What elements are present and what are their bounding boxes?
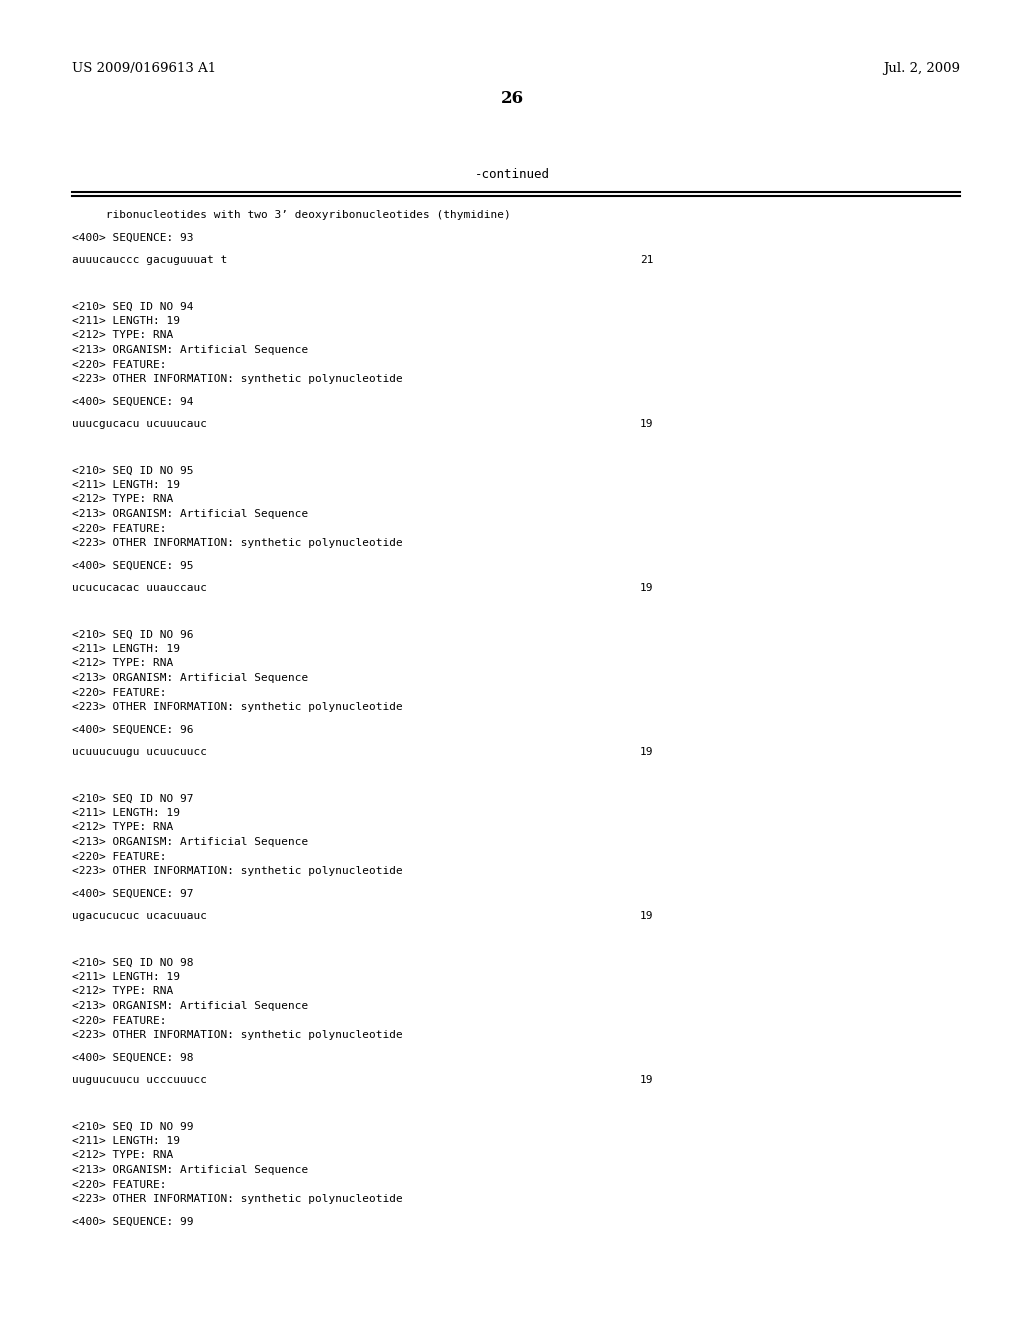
Text: 19: 19: [640, 583, 653, 593]
Text: <400> SEQUENCE: 94: <400> SEQUENCE: 94: [72, 396, 194, 407]
Text: 19: 19: [640, 418, 653, 429]
Text: <210> SEQ ID NO 97: <210> SEQ ID NO 97: [72, 793, 194, 804]
Text: <213> ORGANISM: Artificial Sequence: <213> ORGANISM: Artificial Sequence: [72, 837, 308, 847]
Text: <212> TYPE: RNA: <212> TYPE: RNA: [72, 1151, 173, 1160]
Text: <210> SEQ ID NO 96: <210> SEQ ID NO 96: [72, 630, 194, 639]
Text: uuguucuucu ucccuuucc: uuguucuucu ucccuuucc: [72, 1074, 207, 1085]
Text: 19: 19: [640, 747, 653, 756]
Text: <220> FEATURE:: <220> FEATURE:: [72, 1015, 167, 1026]
Text: <211> LENGTH: 19: <211> LENGTH: 19: [72, 480, 180, 490]
Text: <223> OTHER INFORMATION: synthetic polynucleotide: <223> OTHER INFORMATION: synthetic polyn…: [72, 702, 402, 711]
Text: <220> FEATURE:: <220> FEATURE:: [72, 851, 167, 862]
Text: <210> SEQ ID NO 99: <210> SEQ ID NO 99: [72, 1122, 194, 1131]
Text: <211> LENGTH: 19: <211> LENGTH: 19: [72, 644, 180, 653]
Text: <223> OTHER INFORMATION: synthetic polynucleotide: <223> OTHER INFORMATION: synthetic polyn…: [72, 1195, 402, 1204]
Text: <212> TYPE: RNA: <212> TYPE: RNA: [72, 330, 173, 341]
Text: <223> OTHER INFORMATION: synthetic polynucleotide: <223> OTHER INFORMATION: synthetic polyn…: [72, 374, 402, 384]
Text: auuucauccc gacuguuuat t: auuucauccc gacuguuuat t: [72, 255, 227, 265]
Text: <213> ORGANISM: Artificial Sequence: <213> ORGANISM: Artificial Sequence: [72, 673, 308, 682]
Text: <220> FEATURE:: <220> FEATURE:: [72, 1180, 167, 1189]
Text: <223> OTHER INFORMATION: synthetic polynucleotide: <223> OTHER INFORMATION: synthetic polyn…: [72, 539, 402, 548]
Text: <212> TYPE: RNA: <212> TYPE: RNA: [72, 986, 173, 997]
Text: 26: 26: [501, 90, 523, 107]
Text: <223> OTHER INFORMATION: synthetic polynucleotide: <223> OTHER INFORMATION: synthetic polyn…: [72, 866, 402, 876]
Text: <400> SEQUENCE: 99: <400> SEQUENCE: 99: [72, 1217, 194, 1226]
Text: Jul. 2, 2009: Jul. 2, 2009: [883, 62, 961, 75]
Text: <220> FEATURE:: <220> FEATURE:: [72, 524, 167, 533]
Text: <400> SEQUENCE: 95: <400> SEQUENCE: 95: [72, 561, 194, 570]
Text: <210> SEQ ID NO 94: <210> SEQ ID NO 94: [72, 301, 194, 312]
Text: <213> ORGANISM: Artificial Sequence: <213> ORGANISM: Artificial Sequence: [72, 510, 308, 519]
Text: <212> TYPE: RNA: <212> TYPE: RNA: [72, 495, 173, 504]
Text: <213> ORGANISM: Artificial Sequence: <213> ORGANISM: Artificial Sequence: [72, 1001, 308, 1011]
Text: <212> TYPE: RNA: <212> TYPE: RNA: [72, 822, 173, 833]
Text: <400> SEQUENCE: 96: <400> SEQUENCE: 96: [72, 725, 194, 734]
Text: <211> LENGTH: 19: <211> LENGTH: 19: [72, 1137, 180, 1146]
Text: ribonucleotides with two 3’ deoxyribonucleotides (thymidine): ribonucleotides with two 3’ deoxyribonuc…: [72, 210, 511, 220]
Text: <220> FEATURE:: <220> FEATURE:: [72, 359, 167, 370]
Text: 19: 19: [640, 1074, 653, 1085]
Text: <223> OTHER INFORMATION: synthetic polynucleotide: <223> OTHER INFORMATION: synthetic polyn…: [72, 1030, 402, 1040]
Text: ucucucacac uuauccauc: ucucucacac uuauccauc: [72, 583, 207, 593]
Text: <212> TYPE: RNA: <212> TYPE: RNA: [72, 659, 173, 668]
Text: -continued: -continued: [474, 168, 550, 181]
Text: <400> SEQUENCE: 97: <400> SEQUENCE: 97: [72, 888, 194, 899]
Text: <211> LENGTH: 19: <211> LENGTH: 19: [72, 315, 180, 326]
Text: <220> FEATURE:: <220> FEATURE:: [72, 688, 167, 697]
Text: uuucgucacu ucuuucauc: uuucgucacu ucuuucauc: [72, 418, 207, 429]
Text: ucuuucuugu ucuucuucc: ucuuucuugu ucuucuucc: [72, 747, 207, 756]
Text: <211> LENGTH: 19: <211> LENGTH: 19: [72, 972, 180, 982]
Text: <210> SEQ ID NO 95: <210> SEQ ID NO 95: [72, 466, 194, 475]
Text: <211> LENGTH: 19: <211> LENGTH: 19: [72, 808, 180, 818]
Text: US 2009/0169613 A1: US 2009/0169613 A1: [72, 62, 216, 75]
Text: <210> SEQ ID NO 98: <210> SEQ ID NO 98: [72, 957, 194, 968]
Text: ugacucucuc ucacuuauc: ugacucucuc ucacuuauc: [72, 911, 207, 921]
Text: <400> SEQUENCE: 93: <400> SEQUENCE: 93: [72, 232, 194, 243]
Text: <213> ORGANISM: Artificial Sequence: <213> ORGANISM: Artificial Sequence: [72, 345, 308, 355]
Text: 21: 21: [640, 255, 653, 265]
Text: <400> SEQUENCE: 98: <400> SEQUENCE: 98: [72, 1052, 194, 1063]
Text: <213> ORGANISM: Artificial Sequence: <213> ORGANISM: Artificial Sequence: [72, 1166, 308, 1175]
Text: 19: 19: [640, 911, 653, 921]
